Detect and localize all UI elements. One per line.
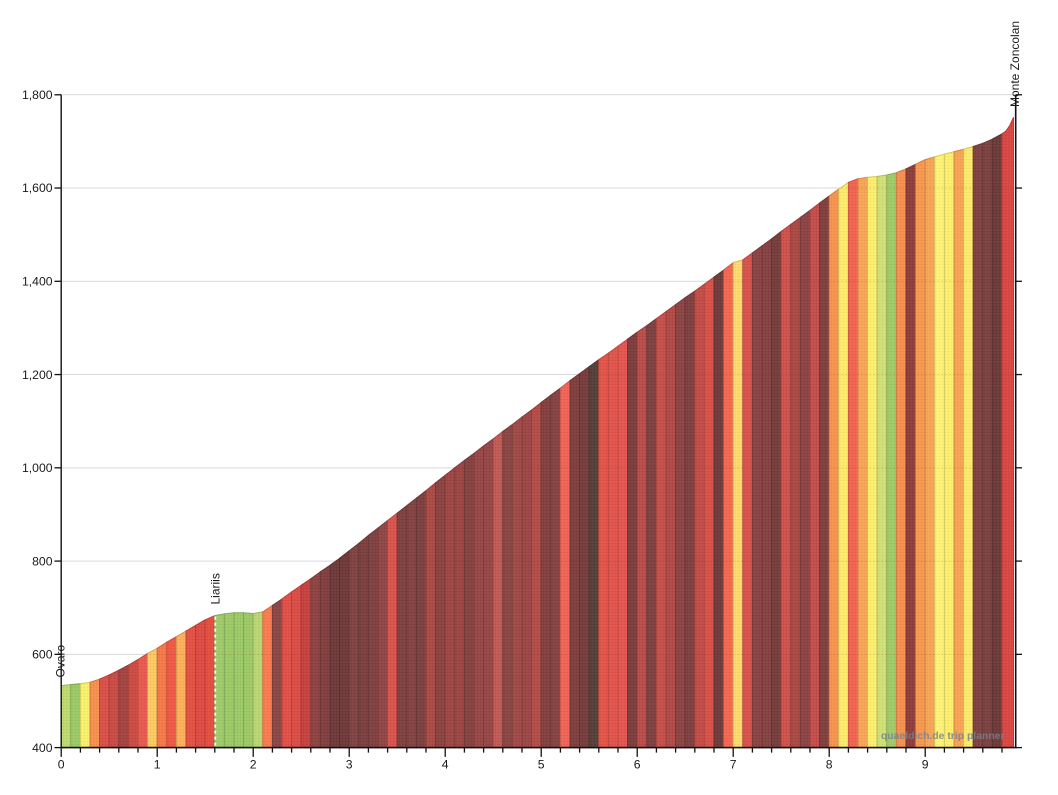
svg-text:9: 9 [922,758,929,772]
svg-text:1,200: 1,200 [22,368,53,382]
svg-text:1,600: 1,600 [22,181,53,195]
svg-text:1,800: 1,800 [22,88,53,102]
svg-text:0: 0 [58,758,65,772]
svg-text:400: 400 [32,741,53,755]
svg-text:Monte Zoncolan: Monte Zoncolan [1008,21,1022,107]
svg-text:5: 5 [538,758,545,772]
svg-text:7: 7 [730,758,737,772]
svg-text:1,000: 1,000 [22,461,53,475]
svg-text:1,400: 1,400 [22,275,53,289]
svg-text:600: 600 [32,648,53,662]
svg-text:8: 8 [826,758,833,772]
svg-text:3: 3 [346,758,353,772]
svg-text:Ovaro: Ovaro [54,644,68,677]
svg-text:2: 2 [250,758,257,772]
svg-text:1: 1 [154,758,161,772]
svg-text:4: 4 [442,758,449,772]
svg-text:quaeldich.de trip planner: quaeldich.de trip planner [881,731,1005,742]
svg-text:Liariis: Liariis [209,573,223,604]
svg-text:6: 6 [634,758,641,772]
svg-text:800: 800 [32,554,53,568]
